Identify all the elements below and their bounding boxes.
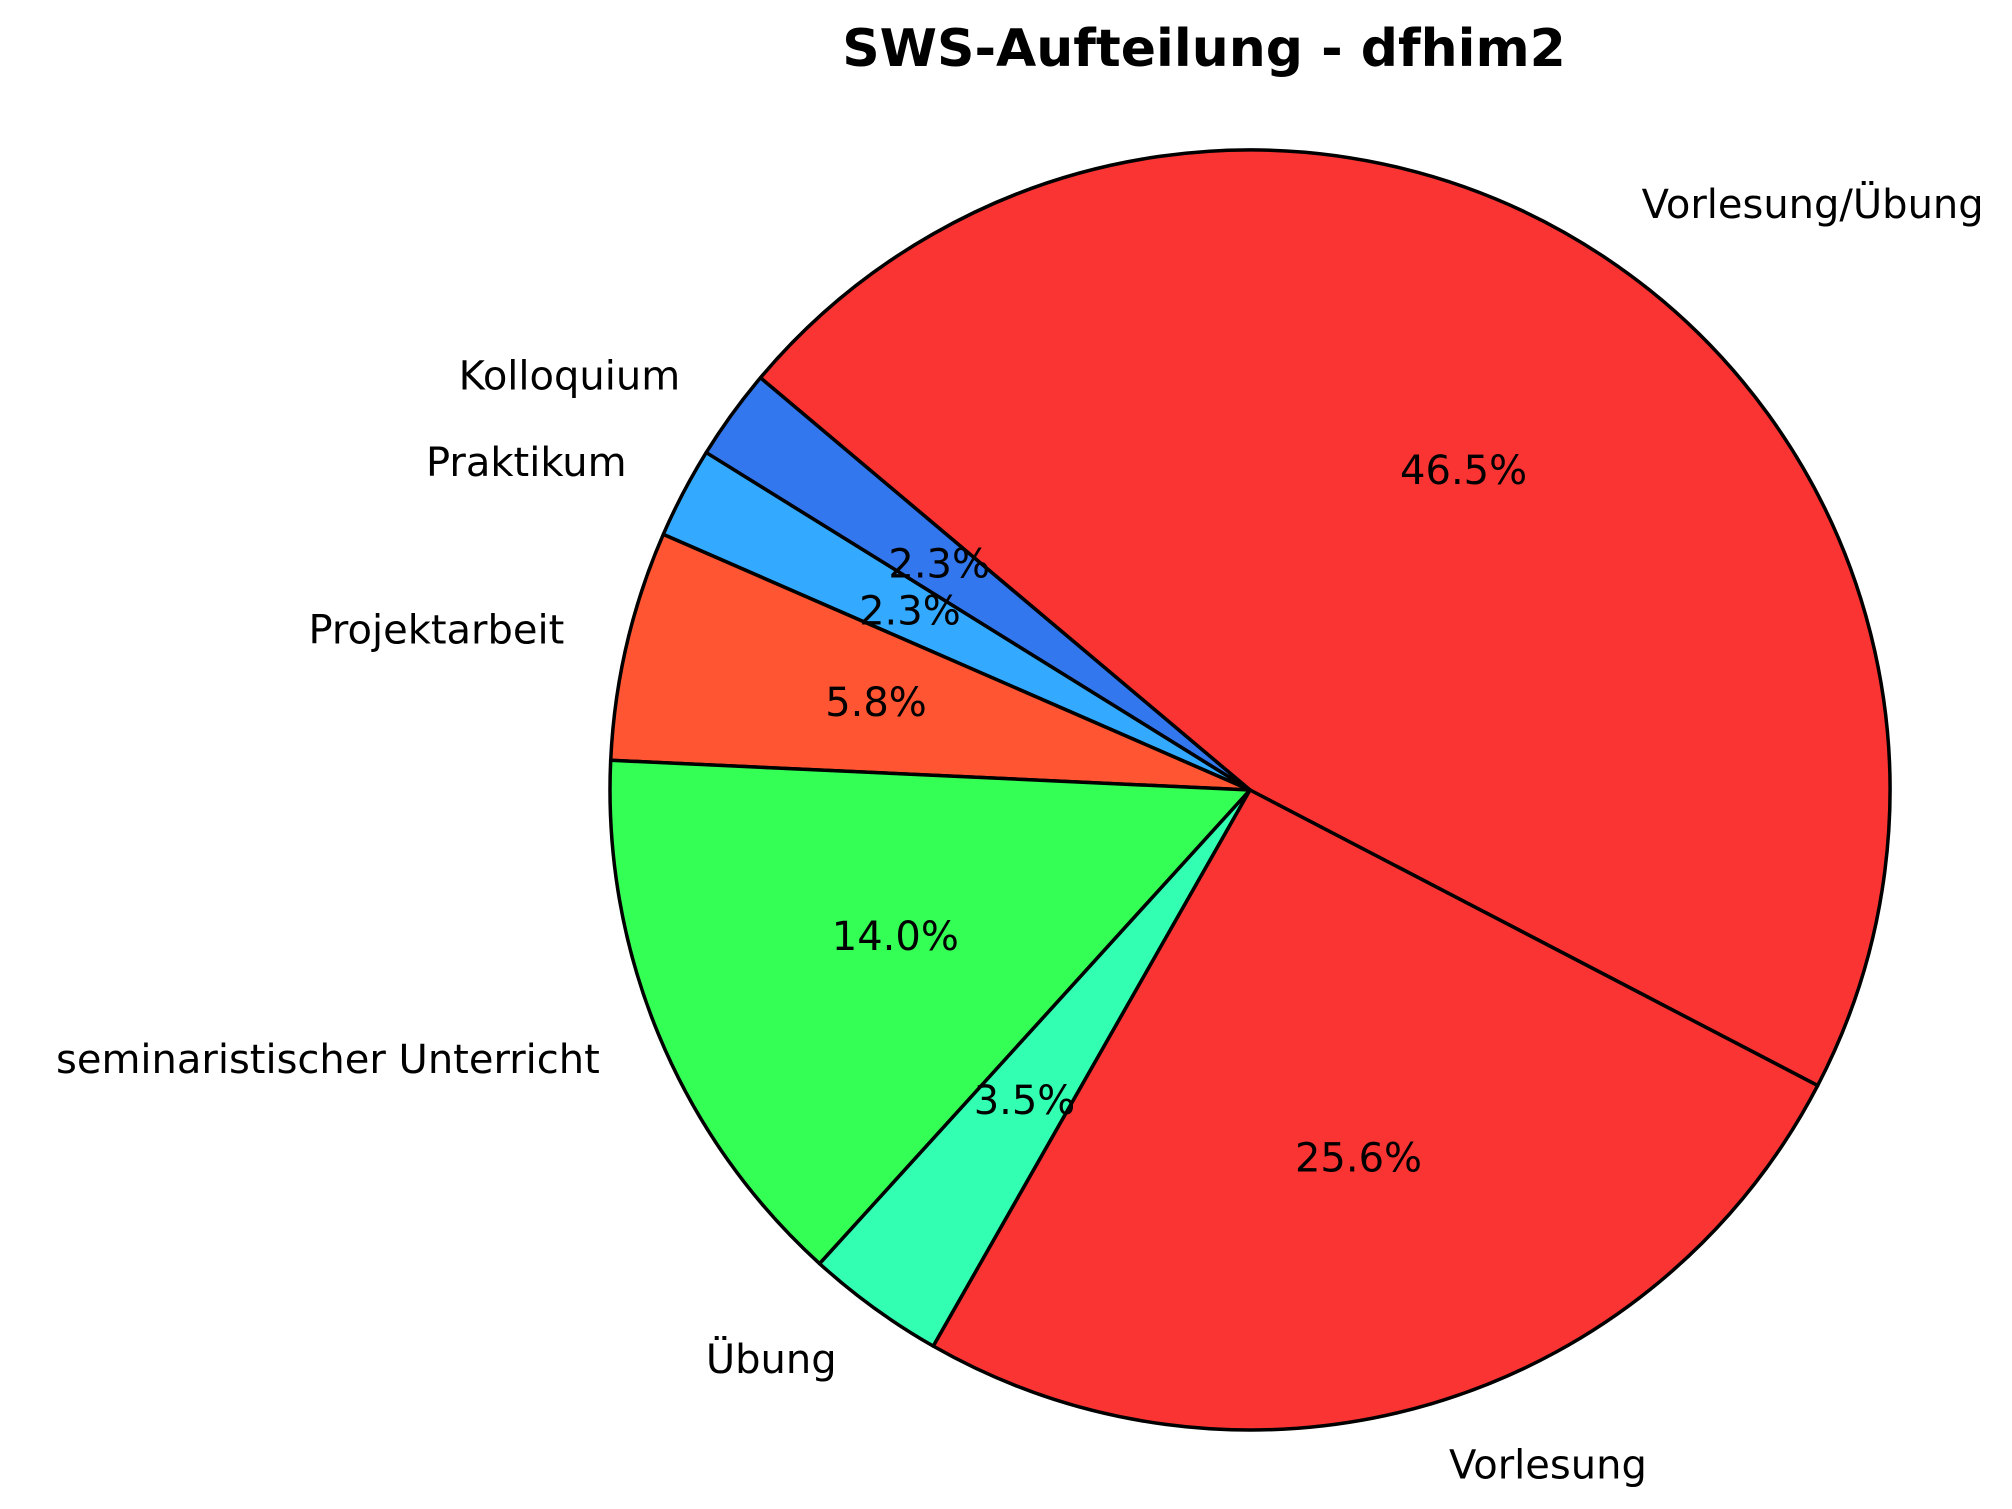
pct-label-vorlesung-uebung: 46.5% [1400, 448, 1527, 494]
slice-label-uebung: Übung [706, 1335, 837, 1383]
pie-slice-vorlesung [931, 788, 1820, 1432]
slice-label-projektarbeit: Projektarbeit [309, 607, 565, 653]
pie-slice-projektarbeit [608, 532, 1252, 792]
pie-slice-vorlesung-uebung [758, 148, 1892, 1088]
pie-slice-seminaristischer-unterricht [608, 758, 1252, 1266]
slice-label-vorlesung-uebung: Vorlesung/Übung [1642, 180, 1984, 228]
slice-label-vorlesung: Vorlesung [1449, 1442, 1647, 1488]
slice-label-praktikum: Praktikum [426, 440, 627, 486]
pct-label-praktikum: 2.3% [859, 589, 961, 635]
chart-title: SWS-Aufteilung - dfhim2 [842, 19, 1566, 79]
pct-label-uebung: 3.5% [974, 1078, 1076, 1124]
pct-label-seminaristischer-unterricht: 14.0% [832, 914, 959, 960]
slice-label-kolloquium: Kolloquium [459, 354, 681, 400]
pct-label-projektarbeit: 5.8% [825, 680, 927, 726]
pct-label-vorlesung: 25.6% [1295, 1135, 1422, 1181]
slice-label-seminaristischer-unterricht: seminaristischer Unterricht [56, 1037, 600, 1083]
pct-label-kolloquium: 2.3% [888, 542, 990, 588]
